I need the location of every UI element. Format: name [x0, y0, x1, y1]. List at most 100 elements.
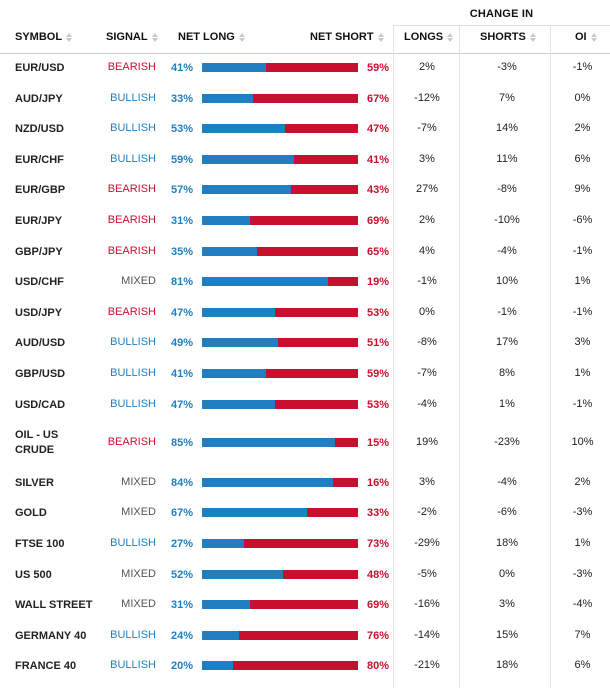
signal-cell: BULLISH: [110, 92, 156, 104]
longs-change-value: -21%: [414, 659, 440, 671]
symbol-cell[interactable]: US 500: [15, 569, 52, 581]
sentiment-bar: [202, 277, 358, 286]
net-short-value: 67%: [366, 93, 389, 105]
symbol-cell[interactable]: GERMANY 40: [15, 630, 87, 642]
column-header-signal[interactable]: SIGNAL: [106, 30, 158, 44]
symbol-cell[interactable]: WALL STREET: [15, 599, 93, 611]
oi-change-value: 1%: [574, 537, 591, 549]
net-long-value: 84%: [171, 477, 194, 489]
oi-change-value: 0%: [574, 92, 591, 104]
net-long-value: 24%: [171, 630, 194, 642]
sentiment-bar: [202, 600, 358, 609]
longs-change-value: -4%: [417, 398, 437, 410]
symbol-cell[interactable]: EUR/USD: [15, 62, 65, 74]
longs-change-value: -29%: [414, 537, 440, 549]
symbol-cell[interactable]: USD/CHF: [15, 276, 64, 288]
shorts-change-value: 17%: [495, 336, 519, 348]
oi-change-value: 9%: [574, 183, 591, 195]
column-header-oi-label: OI: [575, 31, 587, 43]
longs-change-value: -7%: [417, 367, 437, 379]
net-short-value: 16%: [366, 477, 389, 489]
sentiment-bar-long-fill: [202, 308, 276, 317]
net-short-value: 69%: [366, 215, 389, 227]
header-divider: [0, 53, 610, 54]
sort-icon: [377, 32, 384, 42]
symbol-cell[interactable]: USD/JPY: [15, 307, 63, 319]
net-long-value: 59%: [171, 154, 194, 166]
signal-cell: BULLISH: [110, 367, 156, 379]
net-short-value: 33%: [366, 507, 389, 519]
shorts-change-value: -4%: [497, 476, 517, 488]
shorts-change-value: 1%: [499, 398, 515, 410]
sentiment-bar-long-fill: [202, 478, 334, 487]
column-header-shorts-label: SHORTS: [480, 31, 526, 43]
column-divider: [459, 25, 460, 688]
symbol-cell[interactable]: FRANCE 40: [15, 660, 77, 672]
symbol-cell[interactable]: GBP/JPY: [15, 246, 63, 258]
symbol-cell[interactable]: GBP/USD: [15, 368, 66, 380]
net-long-value: 33%: [171, 93, 194, 105]
net-short-value: 80%: [366, 660, 389, 672]
oi-change-value: 10%: [571, 436, 594, 448]
shorts-change-value: 18%: [495, 537, 519, 549]
column-header-net-short-label: NET SHORT: [310, 31, 374, 43]
column-header-net-long[interactable]: NET LONG: [178, 30, 245, 44]
column-header-symbol-label: SYMBOL: [15, 31, 63, 43]
column-divider: [550, 25, 551, 688]
net-long-value: 67%: [171, 507, 194, 519]
signal-cell: BULLISH: [110, 537, 156, 549]
oi-change-value: 2%: [574, 476, 591, 488]
oi-change-value: -1%: [572, 245, 593, 257]
net-long-value: 53%: [171, 123, 194, 135]
sentiment-bar-long-fill: [202, 277, 329, 286]
signal-cell: MIXED: [121, 598, 156, 610]
column-header-longs[interactable]: LONGS: [404, 30, 454, 44]
shorts-change-value: 18%: [495, 659, 519, 671]
longs-change-value: -7%: [417, 122, 437, 134]
shorts-change-value: -1%: [497, 306, 517, 318]
signal-cell: BULLISH: [110, 659, 156, 671]
symbol-cell[interactable]: OIL - US CRUDE: [15, 429, 59, 456]
symbol-cell[interactable]: FTSE 100: [15, 538, 65, 550]
sentiment-bar-long-fill: [202, 508, 307, 517]
signal-cell: BEARISH: [107, 214, 156, 226]
sentiment-bar-long-fill: [202, 94, 254, 103]
column-header-oi[interactable]: OI: [575, 30, 597, 44]
symbol-cell[interactable]: NZD/USD: [15, 123, 64, 135]
sentiment-bar-long-fill: [202, 247, 257, 256]
net-long-value: 47%: [171, 399, 194, 411]
longs-change-value: 3%: [419, 476, 435, 488]
sentiment-bar-long-fill: [202, 369, 266, 378]
symbol-cell[interactable]: AUD/USD: [15, 337, 66, 349]
net-short-value: 59%: [366, 62, 389, 74]
signal-cell: MIXED: [121, 568, 156, 580]
column-header-symbol[interactable]: SYMBOL: [15, 30, 73, 44]
symbol-cell[interactable]: EUR/CHF: [15, 154, 64, 166]
shorts-change-value: -10%: [494, 214, 520, 226]
sort-icon: [447, 32, 454, 42]
column-header-shorts[interactable]: SHORTS: [480, 30, 536, 44]
sentiment-bar-long-fill: [202, 539, 245, 548]
column-header-net-short[interactable]: NET SHORT: [310, 30, 384, 44]
signal-cell: BULLISH: [110, 398, 156, 410]
symbol-cell[interactable]: SILVER: [15, 477, 54, 489]
sentiment-bar: [202, 247, 358, 256]
symbol-cell[interactable]: GOLD: [15, 507, 47, 519]
sentiment-bar: [202, 308, 358, 317]
oi-change-value: -4%: [572, 598, 593, 610]
symbol-cell[interactable]: EUR/GBP: [15, 184, 66, 196]
oi-change-value: -3%: [572, 568, 593, 580]
net-long-value: 27%: [171, 538, 194, 550]
sentiment-bar: [202, 570, 358, 579]
net-long-value: 31%: [171, 599, 194, 611]
symbol-cell[interactable]: EUR/JPY: [15, 215, 63, 227]
sentiment-bar: [202, 63, 358, 72]
signal-cell: BULLISH: [110, 153, 156, 165]
sentiment-bar-long-fill: [202, 600, 251, 609]
net-long-value: 49%: [171, 337, 194, 349]
symbol-cell[interactable]: AUD/JPY: [15, 93, 63, 105]
symbol-cell[interactable]: USD/CAD: [15, 399, 66, 411]
net-short-value: 47%: [366, 123, 389, 135]
sentiment-bar: [202, 438, 358, 447]
column-header-longs-label: LONGS: [404, 31, 444, 43]
